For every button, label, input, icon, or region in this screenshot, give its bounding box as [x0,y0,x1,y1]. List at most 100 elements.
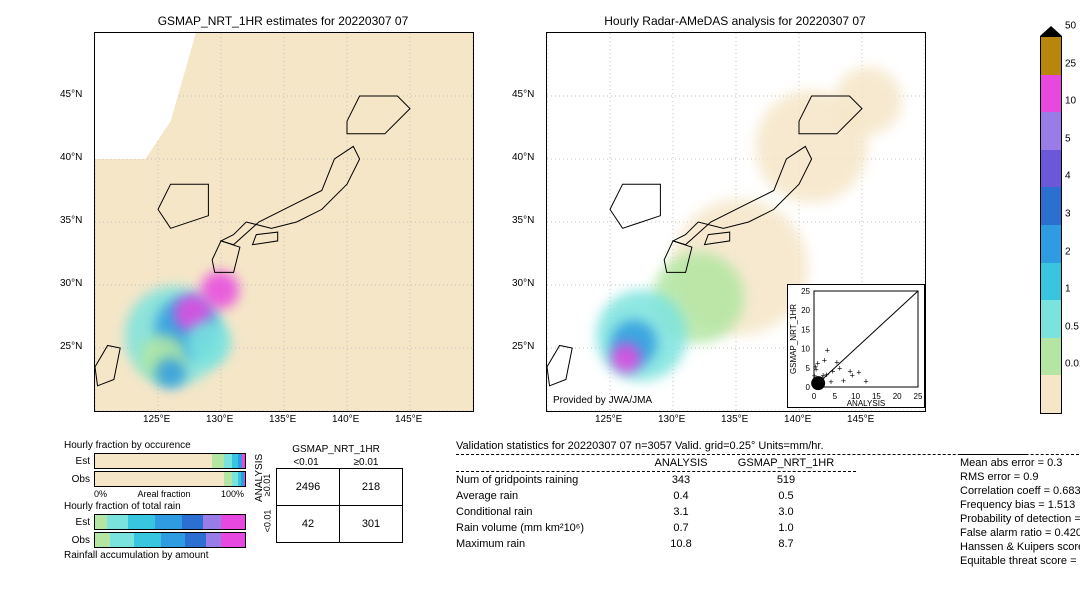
rain-blob [155,358,185,388]
svg-text:+: + [825,346,830,356]
frac-seg [203,515,221,529]
frac-axis: 0% Areal fraction 100% [94,489,244,499]
stats-divider [456,454,1026,455]
left-map-title: GSMAP_NRT_1HR estimates for 20220307 07 [94,14,472,28]
frac-seg [242,454,245,468]
frac-row-label: Obs [64,535,90,546]
y-tick-label: 45°N [512,89,534,100]
stats-value: 3.0 [726,506,846,518]
stats-header: ANALYSIS [636,457,726,469]
rain-blob [186,320,231,365]
svg-text:+: + [828,377,833,387]
colorbar-tick-label: 50 [1065,21,1076,32]
stats-row-label: Conditional rain [456,506,636,518]
svg-text:20: 20 [801,306,810,315]
frac-seg [95,454,212,468]
stats-value: 1.0 [726,522,846,534]
svg-text:+: + [841,376,846,386]
colorbar: 0.010.512345102550 [1040,36,1062,414]
right-map-panel: Provided by JWA/JMA00551010151520202525+… [546,32,926,412]
stats-section: Validation statistics for 20220307 07 n=… [456,440,1056,554]
stats-value: 519 [726,474,846,486]
y-tick-label: 40°N [512,152,534,163]
frac-seg [182,515,203,529]
colorbar-segment [1041,225,1061,263]
frac-bar [94,532,246,548]
confusion-cell: 42 [277,506,340,543]
colorbar-tick-label: 4 [1065,171,1071,182]
stats-metric: Correlation coeff = 0.683 [960,485,1080,497]
confusion-row-label: ≥0.01 [262,474,272,496]
frac-row-label: Est [64,517,90,528]
frac-seg [95,515,107,529]
colorbar-segment [1041,338,1061,376]
confusion-matrix: GSMAP_NRT_1HR <0.01≥0.01249621842301 [276,444,403,543]
colorbar-segment [1041,375,1061,413]
colorbar-tick-label: 5 [1065,133,1071,144]
frac-row-label: Est [64,456,90,467]
rain-blob [834,67,902,135]
scatter-inset: 00551010151520202525++++++++++++++++++++… [787,284,925,408]
frac-axis-min: 0% [94,489,107,499]
colorbar-tick-label: 2 [1065,246,1071,257]
fraction-title-occurence: Hourly fraction by occurence [64,440,464,451]
svg-text:ANALYSIS: ANALYSIS [847,399,886,407]
map-attribution: Provided by JWA/JMA [553,395,652,406]
y-tick-label: 25°N [60,341,82,352]
svg-text:5: 5 [806,364,811,373]
stats-row-label: Average rain [456,490,636,502]
frac-seg [212,454,224,468]
stats-metric: RMS error = 0.9 [960,471,1080,483]
svg-text:+: + [830,367,835,377]
colorbar-tick-label: 3 [1065,209,1071,220]
frac-seg [224,472,232,486]
svg-text:GSMAP_NRT_1HR: GSMAP_NRT_1HR [789,304,798,374]
frac-seg [185,533,206,547]
frac-axis-label: Areal fraction [137,489,190,499]
stats-metric: Equitable threat score = 0.483 [960,555,1080,567]
stats-divider [456,471,856,472]
y-tick-label: 25°N [512,341,534,352]
frac-seg [221,533,245,547]
colorbar-segment [1041,112,1061,150]
svg-text:25: 25 [801,287,810,296]
stats-row-label: Num of gridpoints raining [456,474,636,486]
colorbar-top-arrow [1040,26,1062,36]
rain-blob [201,271,239,309]
frac-axis-max: 100% [221,489,244,499]
fraction-title-accum: Rainfall accumulation by amount [64,550,464,561]
x-tick-label: 135°E [269,414,296,425]
y-tick-label: 35°N [512,215,534,226]
colorbar-tick-label: 0.01 [1065,359,1080,370]
confusion-col-labels: <0.01≥0.01 [276,457,403,468]
stats-value: 343 [636,474,726,486]
y-tick-label: 35°N [60,215,82,226]
stats-metric: False alarm ratio = 0.420 [960,527,1080,539]
stats-row-label: Maximum rain [456,538,636,550]
colorbar-segment [1041,300,1061,338]
confusion-table: 249621842301 [276,468,403,543]
colorbar-tick-label: 1 [1065,284,1071,295]
colorbar-segment [1041,75,1061,113]
x-tick-label: 125°E [143,414,170,425]
svg-text:+: + [822,356,827,366]
confusion-col-title: GSMAP_NRT_1HR [276,444,396,455]
confusion-row-label: <0.01 [262,510,272,533]
frac-row2-obs: Obs [64,532,464,548]
frac-row-label: Obs [64,474,90,485]
y-tick-label: 45°N [60,89,82,100]
stats-divider [960,454,1080,455]
confusion-cell: 2496 [277,469,340,506]
confusion-col-label: ≥0.01 [336,457,396,468]
colorbar-segment [1041,263,1061,301]
y-tick-label: 30°N [512,278,534,289]
x-tick-label: 140°E [332,414,359,425]
frac-seg [155,515,182,529]
svg-text:+: + [863,377,868,387]
stats-metric: Frequency bias = 1.513 [960,499,1080,511]
stats-metric: Probability of detection = 0.878 [960,513,1080,525]
x-tick-label: 145°E [847,414,874,425]
frac-seg [95,533,110,547]
frac-bar [94,471,246,487]
colorbar-tick-label: 10 [1065,96,1076,107]
